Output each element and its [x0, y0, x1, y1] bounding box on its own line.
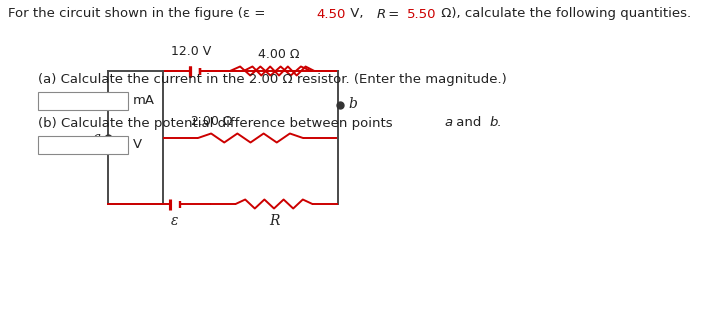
- Text: a: a: [93, 131, 101, 144]
- Text: b: b: [489, 117, 498, 130]
- Text: a: a: [444, 117, 452, 130]
- Text: and: and: [451, 117, 485, 130]
- Text: Ω), calculate the following quantities.: Ω), calculate the following quantities.: [437, 8, 691, 21]
- Text: R: R: [269, 214, 279, 228]
- Text: 2.00 Ω: 2.00 Ω: [191, 115, 233, 128]
- Text: 5.50: 5.50: [406, 8, 436, 21]
- Text: (a) Calculate the current in the 2.00 Ω resistor. (Enter the magnitude.): (a) Calculate the current in the 2.00 Ω …: [38, 72, 507, 86]
- Text: R: R: [377, 8, 386, 21]
- Text: (b) Calculate the potential difference between points: (b) Calculate the potential difference b…: [38, 117, 397, 130]
- Text: ε: ε: [172, 214, 179, 228]
- Text: mA: mA: [133, 94, 155, 107]
- Text: =: =: [384, 8, 404, 21]
- Text: V,: V,: [347, 8, 368, 21]
- Text: 4.00 Ω: 4.00 Ω: [258, 48, 299, 61]
- Text: For the circuit shown in the figure (ε =: For the circuit shown in the figure (ε =: [8, 8, 270, 21]
- Text: .: .: [497, 117, 501, 130]
- Text: 4.50: 4.50: [316, 8, 346, 21]
- Text: 12.0 V: 12.0 V: [171, 45, 211, 58]
- Text: V: V: [133, 138, 142, 151]
- Text: b: b: [348, 98, 357, 112]
